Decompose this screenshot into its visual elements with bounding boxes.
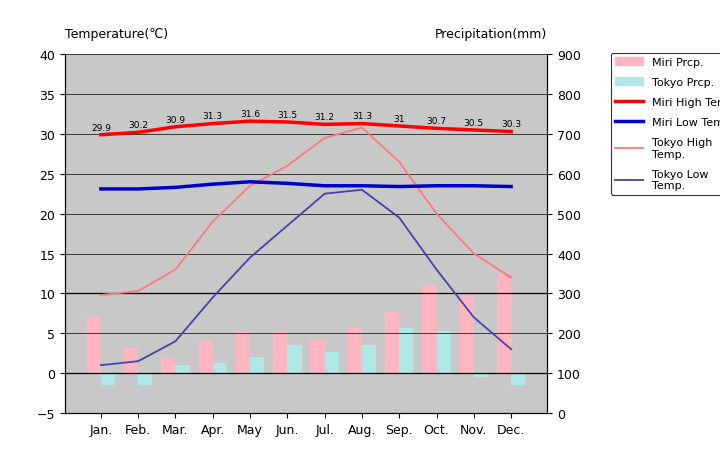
Text: Temperature(℃): Temperature(℃) [65, 28, 168, 41]
Tokyo Low
Temp. [507, 347, 516, 352]
Tokyo Low
Temp. [209, 295, 217, 301]
Bar [497, 274, 511, 373]
Bar [287, 346, 302, 373]
Miri High Temp. [209, 122, 217, 127]
Bar [273, 332, 287, 373]
Miri Low Temp. [134, 187, 143, 192]
Miri Low Temp. [96, 187, 105, 192]
Text: 30.5: 30.5 [464, 118, 484, 128]
Miri High Temp. [283, 120, 292, 125]
Miri High Temp. [134, 130, 143, 136]
Text: 30.2: 30.2 [128, 121, 148, 130]
Miri Low Temp. [283, 181, 292, 187]
Bar [348, 328, 362, 373]
Tokyo Low
Temp. [96, 363, 105, 368]
Text: 31.6: 31.6 [240, 110, 260, 119]
Bar [423, 286, 436, 373]
Miri Low Temp. [246, 179, 254, 185]
Miri High Temp. [469, 128, 478, 134]
Line: Tokyo High
Temp.: Tokyo High Temp. [101, 128, 511, 295]
Text: 30.9: 30.9 [166, 115, 186, 124]
Miri High Temp. [320, 123, 329, 128]
Tokyo Low
Temp. [358, 188, 366, 193]
Miri High Temp. [507, 129, 516, 135]
Tokyo High
Temp. [507, 275, 516, 280]
Bar [138, 373, 153, 385]
Bar [213, 363, 227, 373]
Tokyo High
Temp. [96, 292, 105, 298]
Tokyo Low
Temp. [320, 191, 329, 197]
Tokyo Low
Temp. [283, 224, 292, 229]
Miri Low Temp. [469, 184, 478, 189]
Bar [199, 341, 213, 373]
Tokyo High
Temp. [134, 289, 143, 294]
Bar [362, 346, 376, 373]
Tokyo High
Temp. [209, 219, 217, 225]
Bar [250, 358, 264, 373]
Text: 29.9: 29.9 [91, 123, 111, 132]
Tokyo Low
Temp. [432, 267, 441, 273]
Bar [459, 296, 474, 373]
Bar [124, 348, 138, 373]
Miri High Temp. [171, 125, 180, 130]
Miri High Temp. [96, 133, 105, 138]
Text: 30.3: 30.3 [501, 120, 521, 129]
Miri High Temp. [395, 124, 403, 129]
Miri Low Temp. [171, 185, 180, 190]
Text: 31.2: 31.2 [315, 113, 335, 122]
Text: Precipitation(mm): Precipitation(mm) [435, 28, 547, 41]
Miri Low Temp. [507, 185, 516, 190]
Miri High Temp. [246, 119, 254, 125]
Miri Low Temp. [209, 182, 217, 188]
Text: 31.3: 31.3 [352, 112, 372, 121]
Line: Miri Low Temp.: Miri Low Temp. [101, 182, 511, 190]
Line: Tokyo Low
Temp.: Tokyo Low Temp. [101, 190, 511, 365]
Text: 31.3: 31.3 [203, 112, 222, 121]
Line: Miri High Temp.: Miri High Temp. [101, 122, 511, 135]
Tokyo High
Temp. [283, 164, 292, 169]
Bar [474, 373, 488, 377]
Bar [176, 365, 189, 373]
Text: 30.7: 30.7 [426, 117, 446, 126]
Miri High Temp. [358, 122, 366, 127]
Tokyo High
Temp. [432, 212, 441, 217]
Bar [436, 331, 451, 373]
Text: 31: 31 [393, 115, 405, 123]
Text: 31.5: 31.5 [277, 111, 297, 119]
Bar [399, 328, 413, 373]
Tokyo High
Temp. [320, 136, 329, 141]
Miri Low Temp. [395, 185, 403, 190]
Bar [161, 358, 176, 373]
Bar [310, 340, 325, 373]
Tokyo Low
Temp. [134, 358, 143, 364]
Bar [236, 332, 250, 373]
Tokyo High
Temp. [358, 125, 366, 131]
Miri Low Temp. [358, 184, 366, 189]
Tokyo Low
Temp. [395, 215, 403, 221]
Tokyo High
Temp. [246, 184, 254, 189]
Tokyo High
Temp. [395, 160, 403, 165]
Tokyo Low
Temp. [469, 315, 478, 320]
Bar [101, 373, 115, 385]
Tokyo High
Temp. [171, 267, 180, 273]
Tokyo Low
Temp. [246, 255, 254, 261]
Miri Low Temp. [432, 184, 441, 189]
Tokyo High
Temp. [469, 251, 478, 257]
Bar [86, 318, 101, 373]
Bar [511, 373, 526, 385]
Miri Low Temp. [320, 184, 329, 189]
Miri High Temp. [432, 126, 441, 132]
Bar [325, 352, 339, 373]
Tokyo Low
Temp. [171, 339, 180, 344]
Legend: Miri Prcp., Tokyo Prcp., Miri High Temp., Miri Low Temp., Tokyo High
Temp., Toky: Miri Prcp., Tokyo Prcp., Miri High Temp.… [611, 53, 720, 195]
Bar [385, 312, 399, 373]
